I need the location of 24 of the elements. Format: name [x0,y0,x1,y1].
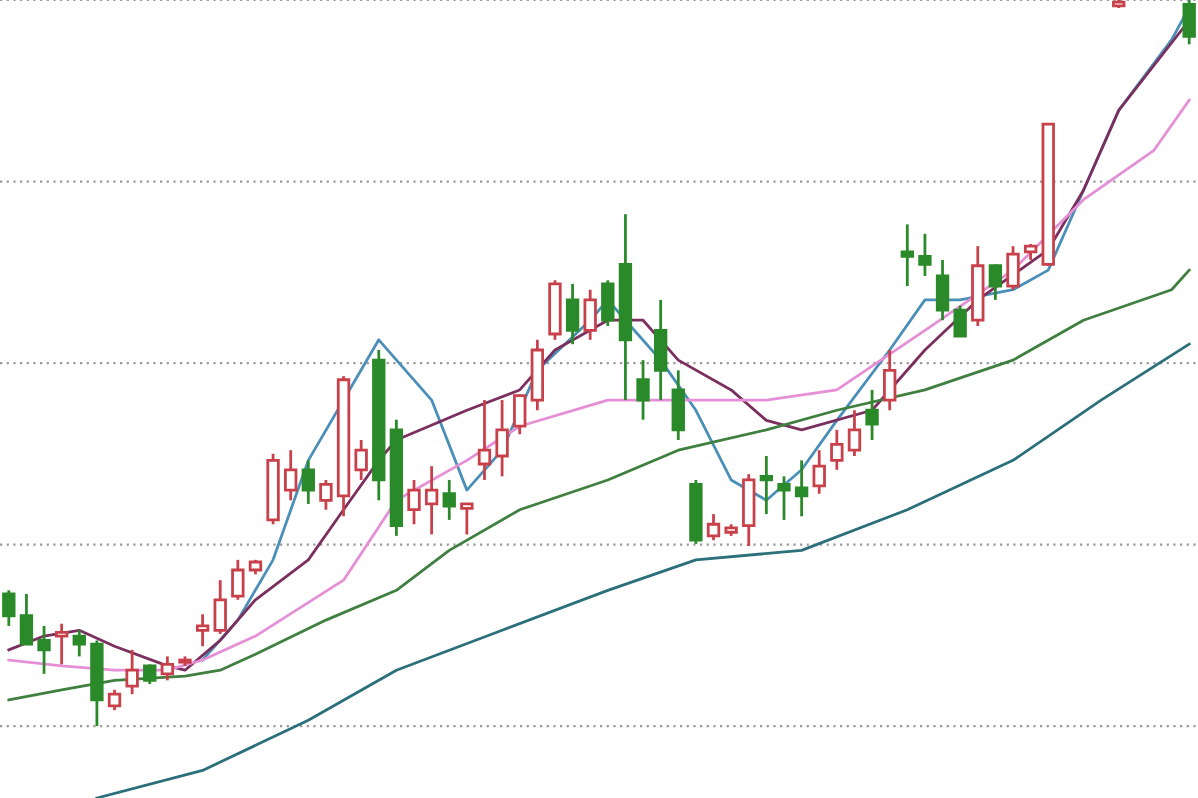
candlestick [301,458,315,506]
candlestick [830,428,844,472]
candlestick [495,398,509,478]
candlestick [354,438,368,482]
candlestick [671,368,685,442]
candlestick [900,222,914,288]
candlestick [935,258,950,322]
candlestick [759,454,774,516]
candlestick [2,588,16,628]
candlestick [442,478,456,522]
candlestick [530,338,545,412]
candlestick [794,458,809,518]
candlestick [653,298,668,402]
candlestick [477,398,492,482]
candlestick [424,464,439,536]
candlestick [372,348,386,502]
candlestick [195,612,210,648]
candlestick [618,212,633,402]
candlestick [636,358,650,422]
candlestick [72,628,86,658]
candlestick [812,448,826,496]
candlestick [565,282,580,346]
candlestick [742,472,756,548]
candlestick [883,348,897,412]
